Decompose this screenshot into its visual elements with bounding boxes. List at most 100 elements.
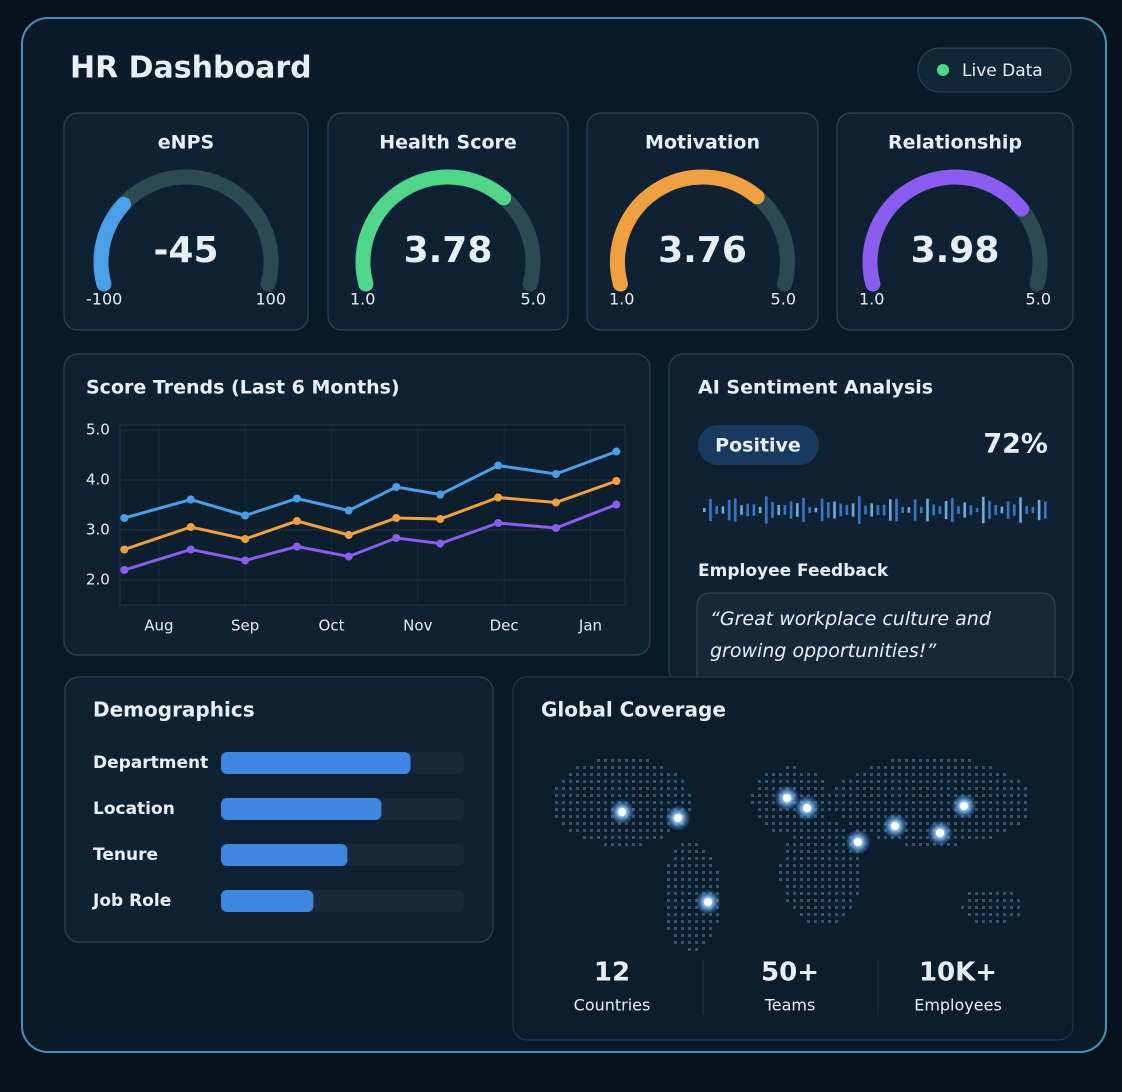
- map-dot: [555, 794, 558, 797]
- map-dot: [996, 780, 999, 783]
- map-dot: [835, 885, 838, 888]
- map-dot: [996, 773, 999, 776]
- map-dot: [786, 878, 789, 881]
- coverage-title: Global Coverage: [541, 698, 726, 722]
- map-dot: [583, 808, 586, 811]
- map-dot: [772, 815, 775, 818]
- trend-point: [436, 490, 445, 499]
- trend-point: [186, 495, 195, 504]
- map-dot: [842, 857, 845, 860]
- map-dot: [814, 822, 817, 825]
- map-dot: [709, 885, 712, 888]
- map-dot: [835, 864, 838, 867]
- map-dot: [821, 857, 824, 860]
- map-dot: [919, 815, 922, 818]
- gauge-min: 1.0: [859, 290, 884, 309]
- map-dot: [968, 766, 971, 769]
- map-dot: [884, 773, 887, 776]
- map-dot: [800, 906, 803, 909]
- map-dot: [905, 780, 908, 783]
- live-badge[interactable]: [917, 47, 1072, 93]
- gauge-value: 3.98: [911, 230, 1000, 271]
- map-dot: [772, 787, 775, 790]
- map-dot: [681, 885, 684, 888]
- city-dot: [783, 794, 791, 802]
- y-tick-label: 3.0: [86, 521, 110, 539]
- map-dot: [611, 829, 614, 832]
- map-dot: [597, 773, 600, 776]
- map-dot: [667, 864, 670, 867]
- map-dot: [1003, 794, 1006, 797]
- map-dot: [576, 787, 579, 790]
- map-dot: [674, 857, 677, 860]
- map-dot: [590, 808, 593, 811]
- map-dot: [940, 801, 943, 804]
- map-dot: [681, 941, 684, 944]
- map-dot: [793, 822, 796, 825]
- map-dot: [982, 836, 985, 839]
- map-dot: [842, 850, 845, 853]
- map-dot: [891, 766, 894, 769]
- map-dot: [639, 759, 642, 762]
- waveform-bar: [1025, 506, 1028, 514]
- map-dot: [632, 766, 635, 769]
- map-dot: [870, 766, 873, 769]
- map-dot: [653, 815, 656, 818]
- map-dot: [604, 773, 607, 776]
- map-dot: [989, 906, 992, 909]
- map-dot: [807, 773, 810, 776]
- map-dot: [667, 787, 670, 790]
- map-dot: [681, 780, 684, 783]
- map-dot: [814, 906, 817, 909]
- waveform-bar: [703, 508, 706, 512]
- map-dot: [618, 773, 621, 776]
- map-dot: [912, 836, 915, 839]
- map-dot: [877, 780, 880, 783]
- map-dot: [996, 906, 999, 909]
- trend-point: [436, 539, 445, 548]
- map-dot: [779, 878, 782, 881]
- map-dot: [674, 885, 677, 888]
- map-dot: [681, 850, 684, 853]
- map-dot: [646, 822, 649, 825]
- map-dot: [968, 836, 971, 839]
- map-dot: [814, 885, 817, 888]
- map-dot: [982, 766, 985, 769]
- map-dot: [821, 920, 824, 923]
- map-dot: [709, 857, 712, 860]
- map-dot: [786, 899, 789, 902]
- map-dot: [611, 787, 614, 790]
- map-dot: [702, 878, 705, 881]
- waveform-bar: [994, 504, 997, 516]
- map-dot: [583, 773, 586, 776]
- map-dot: [870, 801, 873, 804]
- map-dot: [772, 822, 775, 825]
- map-dot: [597, 766, 600, 769]
- map-dot: [611, 836, 614, 839]
- map-dot: [555, 787, 558, 790]
- map-dot: [576, 822, 579, 825]
- map-dot: [786, 780, 789, 783]
- map-dot: [968, 829, 971, 832]
- map-dot: [912, 780, 915, 783]
- map-dot: [814, 843, 817, 846]
- map-dot: [674, 913, 677, 916]
- map-dot: [842, 878, 845, 881]
- map-dot: [576, 780, 579, 783]
- map-dot: [807, 885, 810, 888]
- map-dot: [702, 871, 705, 874]
- x-tick-label: Aug: [144, 617, 173, 635]
- city-dot: [674, 814, 682, 822]
- map-dot: [583, 815, 586, 818]
- map-dot: [660, 822, 663, 825]
- map-dot: [1024, 815, 1027, 818]
- map-dot: [828, 836, 831, 839]
- map-dot: [1003, 773, 1006, 776]
- trend-point: [392, 534, 401, 542]
- map-dot: [758, 801, 761, 804]
- trend-point: [120, 514, 129, 522]
- map-dot: [688, 927, 691, 930]
- category-label: Tenure: [93, 845, 158, 865]
- map-dot: [1024, 794, 1027, 797]
